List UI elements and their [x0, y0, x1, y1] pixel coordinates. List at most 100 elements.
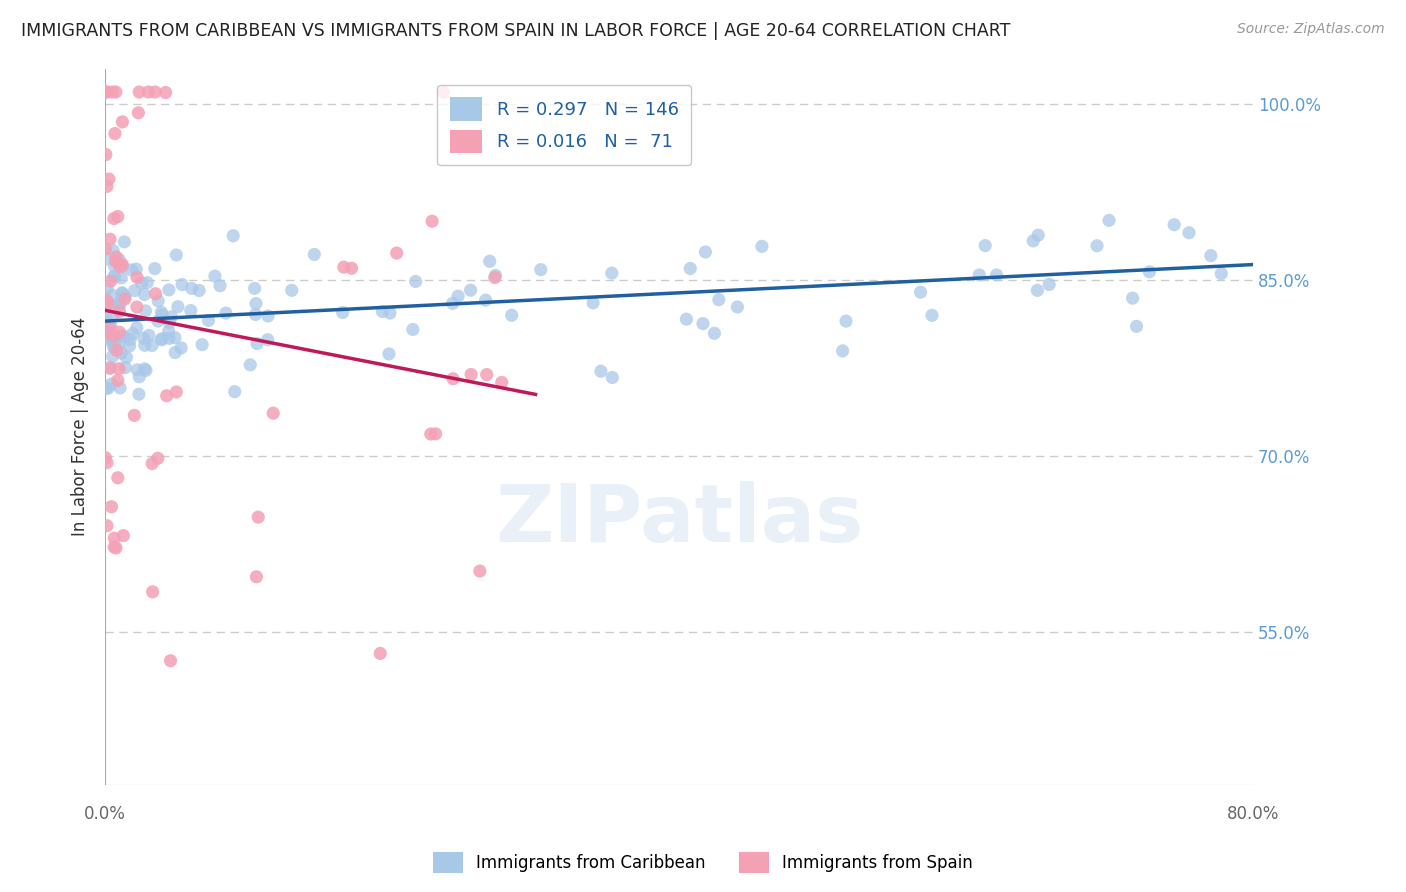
Point: [142, 584, 165, 599]
Point: [131, 276, 153, 290]
Point: [103, 531, 125, 545]
Point: [1022, 234, 1045, 248]
Point: [115, 351, 138, 365]
Point: [96, 456, 118, 470]
Point: [245, 308, 267, 322]
Legend: R = 0.297   N = 146, R = 0.016   N =  71: R = 0.297 N = 146, R = 0.016 N = 71: [437, 85, 692, 165]
Point: [371, 304, 394, 318]
Point: [128, 369, 150, 384]
Point: [1125, 319, 1147, 334]
Point: [1178, 226, 1201, 240]
Point: [124, 284, 146, 298]
Point: [103, 269, 125, 284]
Point: [111, 286, 134, 301]
Point: [191, 337, 214, 351]
Point: [121, 326, 143, 341]
Point: [103, 340, 125, 354]
Point: [425, 426, 447, 441]
Point: [332, 305, 354, 319]
Point: [94, 381, 117, 395]
Point: [104, 85, 127, 99]
Point: [460, 368, 482, 382]
Point: [125, 321, 148, 335]
Point: [582, 296, 605, 310]
Point: [100, 318, 122, 333]
Point: [204, 269, 226, 284]
Point: [165, 248, 187, 262]
Point: [125, 262, 148, 277]
Point: [921, 308, 943, 322]
Point: [180, 281, 202, 295]
Point: [468, 564, 491, 578]
Point: [98, 361, 121, 376]
Point: [262, 406, 284, 420]
Text: 80.0%: 80.0%: [1226, 805, 1279, 823]
Text: Source: ZipAtlas.com: Source: ZipAtlas.com: [1237, 22, 1385, 37]
Point: [304, 247, 326, 261]
Point: [110, 346, 132, 360]
Point: [239, 358, 262, 372]
Point: [103, 340, 125, 354]
Point: [146, 451, 169, 466]
Point: [484, 270, 506, 285]
Point: [257, 309, 280, 323]
Point: [969, 268, 991, 282]
Point: [101, 350, 124, 364]
Y-axis label: In Labor Force | Age 20-64: In Labor Force | Age 20-64: [72, 317, 89, 536]
Point: [127, 105, 149, 120]
Point: [96, 85, 118, 99]
Point: [1098, 213, 1121, 227]
Point: [150, 332, 173, 346]
Point: [111, 260, 134, 274]
Point: [127, 363, 149, 377]
Point: [1026, 283, 1049, 297]
Point: [111, 285, 134, 300]
Point: [475, 368, 498, 382]
Point: [474, 293, 496, 308]
Point: [134, 304, 156, 318]
Point: [104, 541, 127, 555]
Point: [180, 303, 202, 318]
Point: [1122, 291, 1144, 305]
Point: [108, 361, 131, 376]
Point: [98, 232, 121, 246]
Point: [101, 85, 124, 99]
Point: [97, 322, 120, 336]
Point: [97, 381, 120, 395]
Point: [110, 260, 132, 274]
Point: [100, 376, 122, 391]
Point: [96, 294, 118, 309]
Point: [97, 331, 120, 345]
Point: [107, 210, 129, 224]
Point: [150, 333, 173, 347]
Point: [725, 300, 748, 314]
Point: [107, 373, 129, 387]
Point: [107, 471, 129, 485]
Point: [125, 270, 148, 285]
Point: [94, 252, 117, 267]
Point: [172, 277, 194, 292]
Point: [478, 254, 501, 268]
Point: [484, 268, 506, 283]
Point: [112, 329, 135, 343]
Point: [112, 235, 135, 249]
Point: [256, 333, 278, 347]
Point: [100, 288, 122, 302]
Point: [125, 300, 148, 314]
Point: [150, 308, 173, 322]
Point: [100, 500, 122, 514]
Point: [170, 341, 193, 355]
Point: [245, 296, 267, 310]
Point: [94, 242, 117, 256]
Point: [419, 427, 441, 442]
Point: [108, 381, 131, 395]
Point: [1211, 267, 1233, 281]
Point: [675, 312, 697, 326]
Point: [114, 292, 136, 306]
Point: [1139, 265, 1161, 279]
Point: [110, 293, 132, 308]
Point: [986, 268, 1008, 282]
Point: [114, 360, 136, 375]
Point: [679, 261, 702, 276]
Point: [108, 304, 131, 318]
